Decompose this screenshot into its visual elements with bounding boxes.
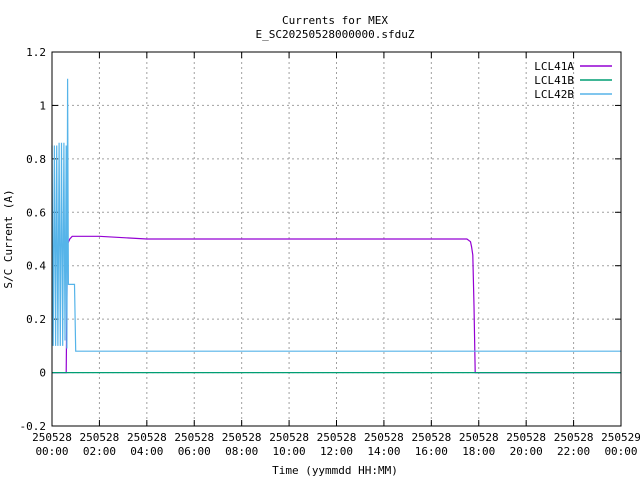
y-tick-label: 1 (39, 99, 46, 112)
chart-subtitle: E_SC20250528000000.sfduZ (256, 28, 415, 41)
x-tick-time: 16:00 (415, 445, 448, 458)
x-tick-time: 14:00 (367, 445, 400, 458)
x-tick-date: 250528 (32, 431, 72, 444)
series-line-lcl42b (51, 78, 621, 352)
y-tick-label: -0.2 (20, 420, 47, 433)
y-tick-label: 0.8 (26, 153, 46, 166)
x-tick-time: 08:00 (225, 445, 258, 458)
x-tick-date: 250528 (506, 431, 546, 444)
x-tick-date: 250528 (554, 431, 594, 444)
x-tick-date: 250528 (269, 431, 309, 444)
chart-title: Currents for MEX (282, 14, 388, 27)
x-tick-time: 18:00 (462, 445, 495, 458)
y-tick-label: 0 (39, 367, 46, 380)
y-tick-label: 0.6 (26, 206, 46, 219)
x-tick-time: 00:00 (35, 445, 68, 458)
x-axis-ticks: 25052800:0025052802:0025052804:002505280… (32, 52, 640, 458)
x-tick-date: 250528 (317, 431, 357, 444)
x-tick-date: 250528 (364, 431, 404, 444)
x-tick-time: 00:00 (604, 445, 637, 458)
plot-frame (51, 51, 622, 427)
legend-label: LCL41B (534, 74, 574, 87)
legend-label: LCL41A (534, 60, 574, 73)
legend-label: LCL42B (534, 88, 574, 101)
y-tick-label: 1.2 (26, 46, 46, 59)
x-tick-time: 04:00 (130, 445, 163, 458)
x-tick-date: 250528 (411, 431, 451, 444)
x-tick-date: 250529 (601, 431, 640, 444)
x-tick-date: 250528 (459, 431, 499, 444)
series-lines (51, 78, 621, 374)
x-tick-time: 10:00 (273, 445, 306, 458)
y-tick-label: 0.2 (26, 313, 46, 326)
y-tick-label: 0.4 (26, 260, 46, 273)
x-tick-time: 06:00 (178, 445, 211, 458)
y-axis-label: S/C Current (A) (2, 189, 15, 288)
x-axis-label: Time (yymmdd HH:MM) (272, 464, 398, 477)
x-tick-time: 20:00 (510, 445, 543, 458)
x-tick-date: 250528 (80, 431, 120, 444)
x-tick-time: 22:00 (557, 445, 590, 458)
x-tick-time: 12:00 (320, 445, 353, 458)
series-line-lcl41a (52, 235, 621, 374)
x-tick-date: 250528 (127, 431, 167, 444)
x-tick-date: 250528 (222, 431, 262, 444)
x-tick-time: 02:00 (83, 445, 116, 458)
x-tick-date: 250528 (174, 431, 214, 444)
